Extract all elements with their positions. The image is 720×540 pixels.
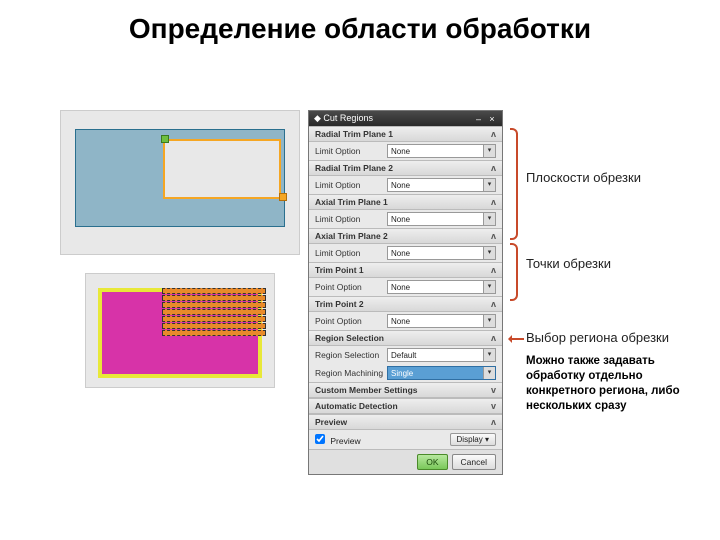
page-title: Определение области обработки [0,0,720,46]
option-label: Point Option [315,316,387,326]
option-value: None [391,181,410,190]
section-preview[interactable]: Preview ʌ [309,414,502,430]
dialog-titlebar: ◆ Cut Regions – × [309,111,502,126]
annotation-points: Точки обрезки [526,256,611,271]
option-row: Limit Option None ▾ [309,244,502,262]
chevron-up-icon: ʌ [491,299,496,309]
option-row: Region Machining Single ▾ [309,364,502,382]
annotation-note: Можно также задавать обработку отдельно … [526,354,691,414]
diagram-regions [85,273,275,388]
section-header-label: Custom Member Settings [315,385,418,395]
option-select[interactable]: None ▾ [387,280,496,294]
brace-planes [510,128,518,240]
option-label: Limit Option [315,248,387,258]
option-select[interactable]: Single ▾ [387,366,496,380]
dropdown-arrow-icon: ▾ [483,213,495,225]
option-label: Limit Option [315,180,387,190]
chevron-up-icon: ʌ [491,265,496,275]
dropdown-arrow-icon: ▾ [483,247,495,259]
brace-points [510,243,518,301]
option-row: Limit Option None ▾ [309,142,502,160]
option-row: Point Option None ▾ [309,312,502,330]
dropdown-arrow-icon: ▾ [483,281,495,293]
option-select[interactable]: None ▾ [387,246,496,260]
dropdown-arrow-icon: ▾ [483,315,495,327]
dropdown-arrow-icon: ▾ [483,179,495,191]
cancel-button[interactable]: Cancel [452,454,496,470]
section-header[interactable]: Radial Trim Plane 2 ʌ [309,160,502,176]
section-header[interactable]: Trim Point 1 ʌ [309,262,502,278]
option-row: Limit Option None ▾ [309,210,502,228]
section-header[interactable]: Axial Trim Plane 1 ʌ [309,194,502,210]
section-header[interactable]: Axial Trim Plane 2 ʌ [309,228,502,244]
toolpath-stripes [162,288,266,344]
option-label: Region Selection [315,350,387,360]
section-header-label: Axial Trim Plane 1 [315,197,388,207]
chevron-up-icon: ʌ [491,197,496,207]
chevron-up-icon: ʌ [491,231,496,241]
preview-header-label: Preview [315,417,347,427]
section-header-label: Region Selection [315,333,384,343]
option-label: Limit Option [315,214,387,224]
option-select[interactable]: None ▾ [387,144,496,158]
option-value: None [391,317,410,326]
dropdown-arrow-icon: ▾ [483,145,495,157]
option-row: Point Option None ▾ [309,278,502,296]
display-button-label: Display [457,435,483,444]
section-header[interactable]: Automatic Detection v [309,398,502,414]
option-select[interactable]: None ▾ [387,178,496,192]
cut-regions-dialog: ◆ Cut Regions – × Radial Trim Plane 1 ʌ Li… [308,110,503,475]
annotation-region: Выбор региона обрезки [526,330,669,345]
trim-handle-orange [279,193,287,201]
option-row: Region Selection Default ▾ [309,346,502,364]
option-value: None [391,147,410,156]
option-label: Region Machining [315,368,387,378]
section-header-label: Trim Point 2 [315,299,364,309]
chevron-up-icon: ʌ [491,333,496,343]
arrow-region [510,338,524,340]
chevron-up-icon: ʌ [491,163,496,173]
dialog-title-text: Cut Regions [323,113,373,123]
option-select[interactable]: None ▾ [387,212,496,226]
option-value: None [391,249,410,258]
section-header-label: Axial Trim Plane 2 [315,231,388,241]
chevron-down-icon: v [491,401,496,411]
section-header-label: Trim Point 1 [315,265,364,275]
option-value: None [391,283,410,292]
annotation-planes: Плоскости обрезки [526,170,641,185]
display-button[interactable]: Display ▾ [450,433,496,446]
section-header[interactable]: Region Selection ʌ [309,330,502,346]
option-value: Default [391,351,416,360]
section-header[interactable]: Trim Point 2 ʌ [309,296,502,312]
dropdown-arrow-icon: ▾ [483,349,495,361]
section-header-label: Radial Trim Plane 2 [315,163,393,173]
trim-box [163,139,281,199]
option-select[interactable]: Default ▾ [387,348,496,362]
section-header[interactable]: Radial Trim Plane 1 ʌ [309,126,502,142]
trim-handle-green [161,135,169,143]
section-header-label: Automatic Detection [315,401,398,411]
option-row: Limit Option None ▾ [309,176,502,194]
option-label: Limit Option [315,146,387,156]
minimize-icon[interactable]: – [473,114,483,124]
chevron-up-icon: ʌ [491,417,496,427]
chevron-up-icon: ʌ [491,129,496,139]
option-value: None [391,215,410,224]
close-icon[interactable]: × [487,114,497,124]
ok-button[interactable]: OK [417,454,447,470]
dropdown-arrow-icon: ▾ [483,367,495,379]
diagram-trim-planes [60,110,300,255]
preview-label-text: Preview [330,436,360,446]
section-header[interactable]: Custom Member Settings v [309,382,502,398]
option-value: Single [391,369,413,378]
option-label: Point Option [315,282,387,292]
preview-checkbox[interactable] [315,434,325,444]
preview-checkbox-label[interactable]: Preview [315,434,361,446]
chevron-down-icon: v [491,385,496,395]
option-select[interactable]: None ▾ [387,314,496,328]
section-header-label: Radial Trim Plane 1 [315,129,393,139]
